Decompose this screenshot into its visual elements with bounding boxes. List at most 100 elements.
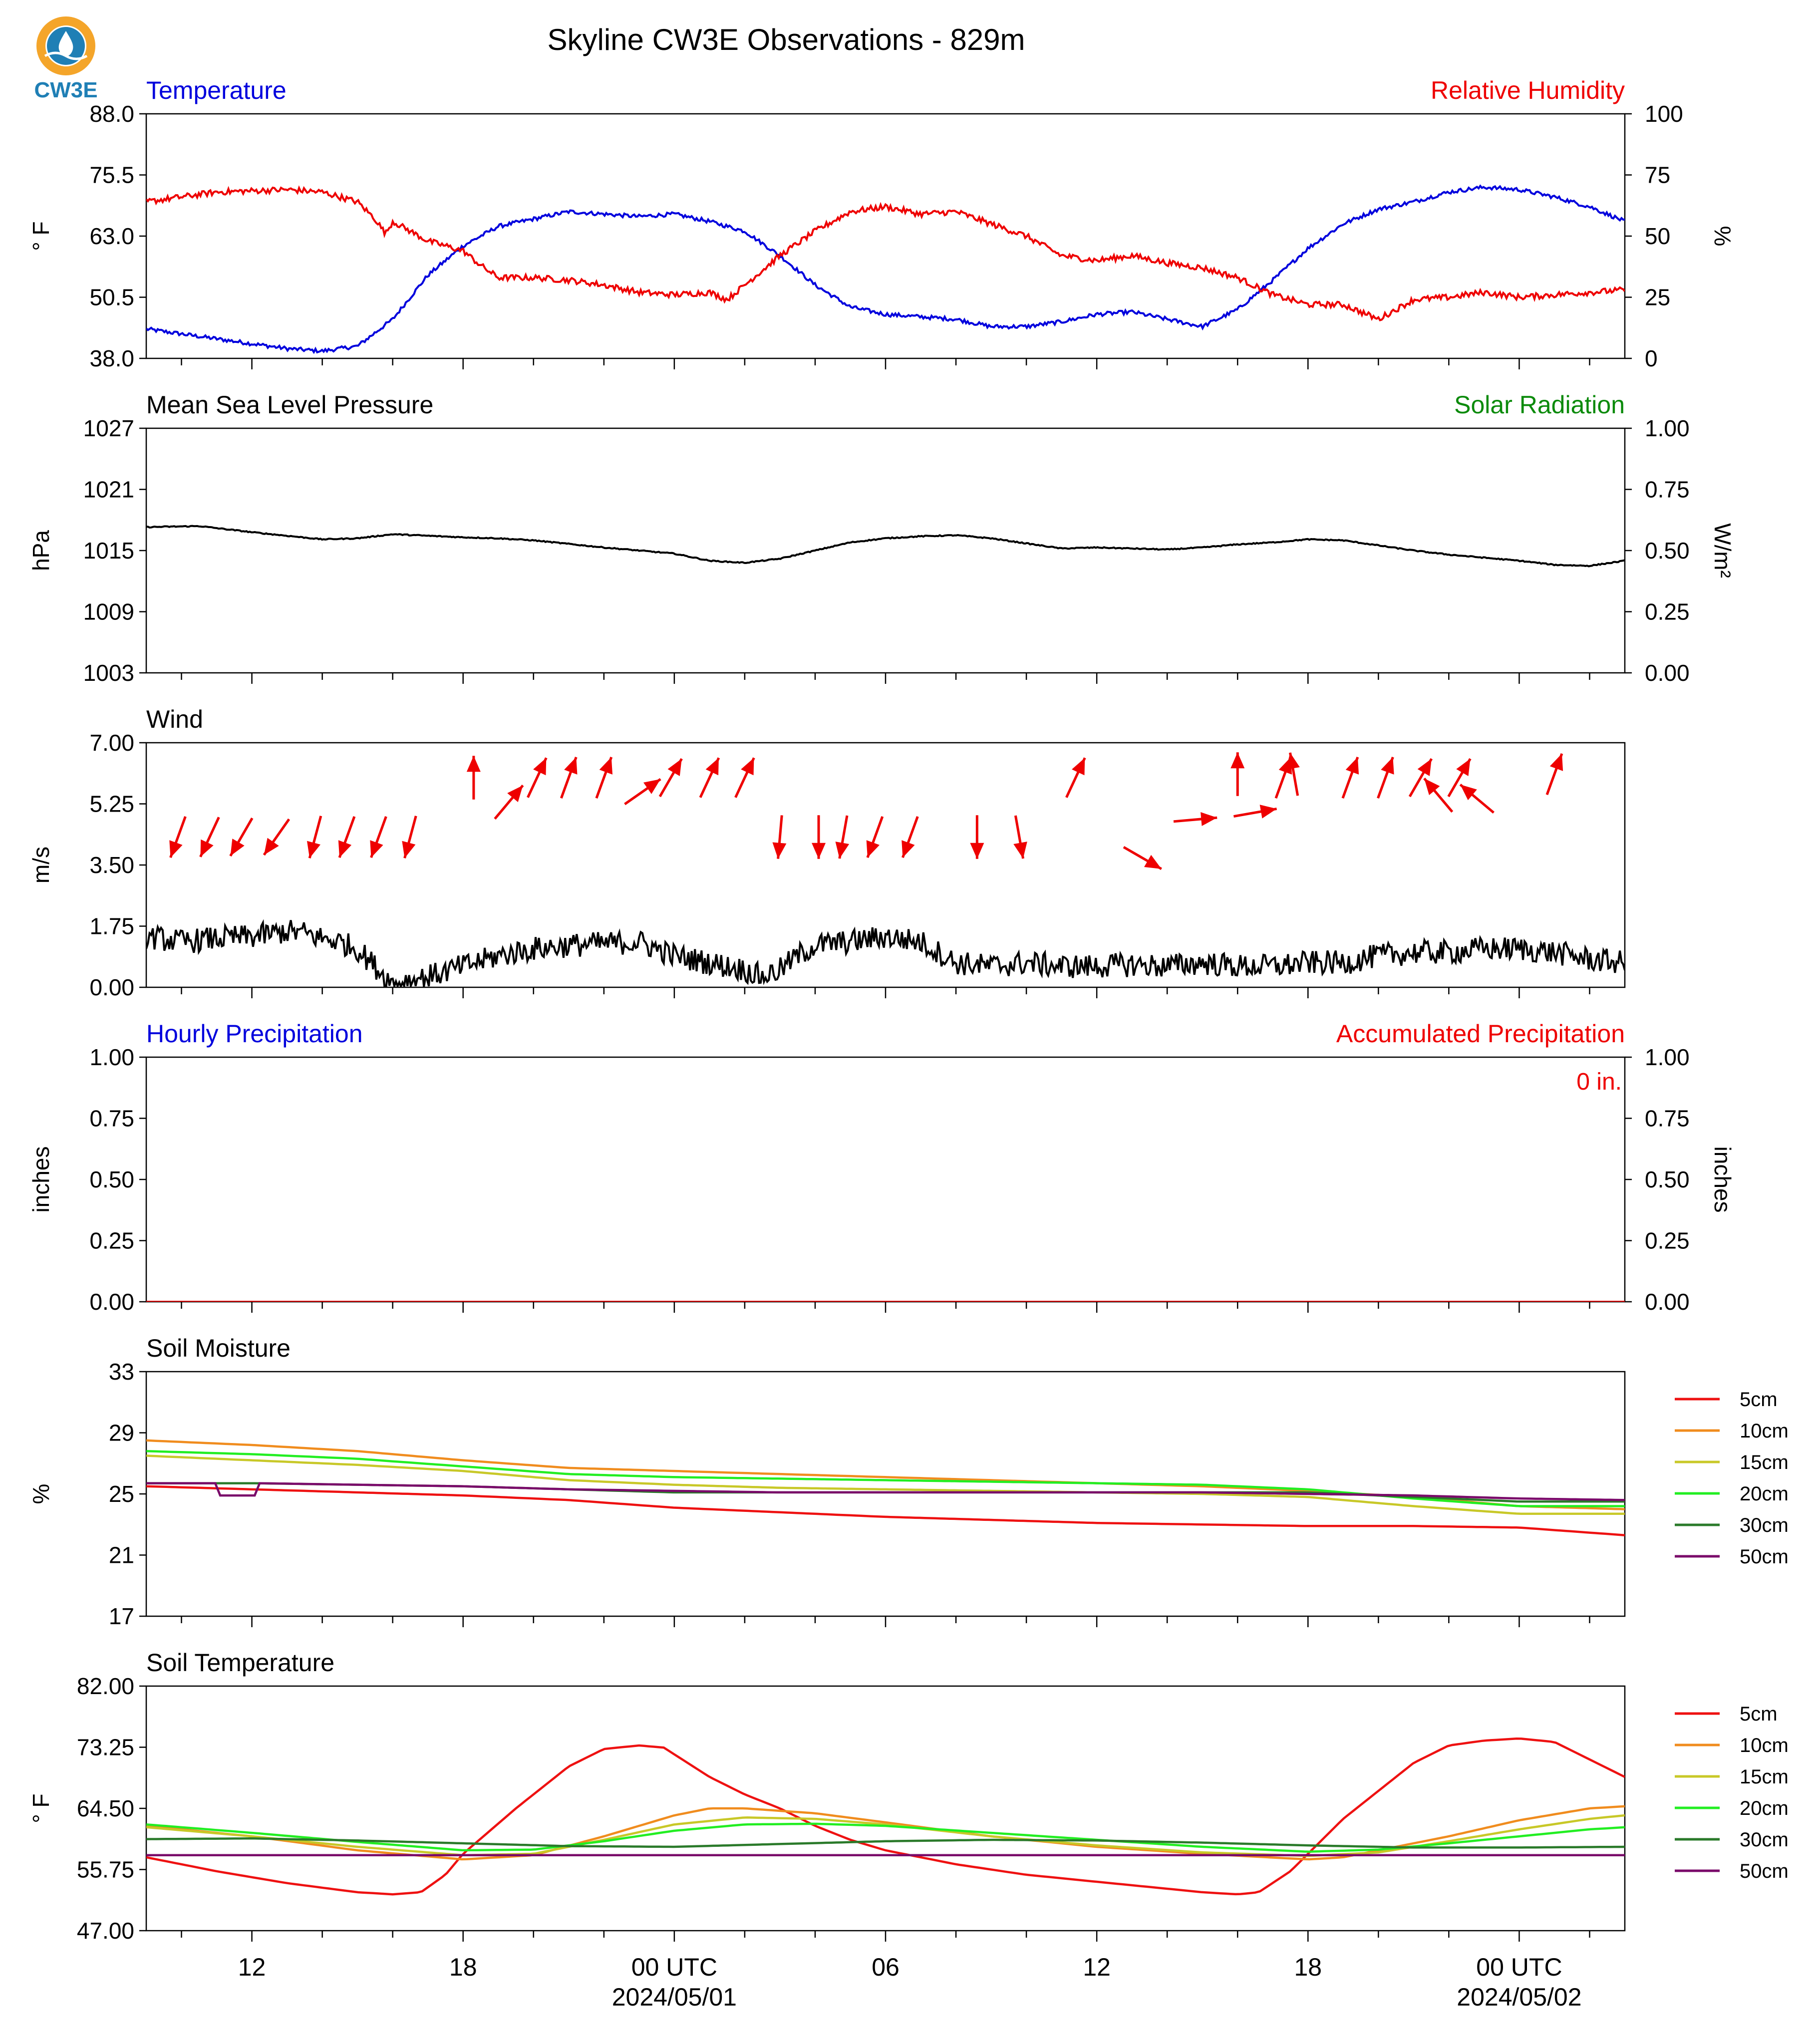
y-tick-label-right: 0.00 [1645, 660, 1690, 686]
legend-label: 15cm [1740, 1451, 1789, 1473]
panel-title-left: Soil Temperature [146, 1649, 334, 1677]
wind-arrow-head [402, 841, 416, 859]
series-line-0 [146, 919, 1625, 987]
series-line-5cm [146, 1485, 1625, 1536]
wind-arrow-head [169, 840, 183, 858]
y-tick-label-right: 1.00 [1645, 415, 1690, 441]
wind-arrow [658, 758, 683, 798]
wind-arrow-head [643, 779, 661, 794]
y-axis-label-left: hPa [28, 530, 54, 571]
y-tick-label-right: 50 [1645, 223, 1670, 249]
wind-arrow [1173, 812, 1217, 826]
series-line-0 [146, 184, 1625, 354]
x-tick-label: 06 [872, 1953, 900, 1981]
x-tick-label: 18 [449, 1953, 477, 1981]
panel-title-right: Solar Radiation [1454, 391, 1625, 419]
y-tick-label-left: 38.0 [89, 345, 134, 371]
wind-arrow-head [370, 840, 383, 858]
y-tick-label-left: 0.00 [89, 1289, 134, 1315]
wind-arrow [263, 818, 291, 856]
y-tick-label-left: 3.50 [89, 852, 134, 878]
series-line-0 [146, 525, 1625, 568]
wind-arrow-head [306, 841, 320, 859]
wind-arrow [466, 756, 481, 800]
legend: 5cm 10cm 15cm 20cm 30cm 50cm [1675, 1389, 1789, 1568]
y-tick-label-left: 50.5 [89, 285, 134, 310]
series-line-30cm [146, 1837, 1625, 1849]
y-axis-label-right: W/m² [1710, 523, 1736, 578]
wind-arrow [902, 816, 919, 858]
wind-arrow [772, 815, 787, 859]
y-tick-label-right: 0.25 [1645, 1228, 1690, 1254]
legend-label: 10cm [1740, 1420, 1789, 1442]
y-tick-label-right: 25 [1645, 285, 1670, 310]
panel-wind: 0.00 1.75 3.50 5.25 7.00 Wind m/s [28, 705, 1626, 1000]
wind-arrow [595, 757, 613, 799]
wind-arrow [560, 757, 578, 799]
wind-arrow [1230, 752, 1245, 796]
wind-arrow-head [1259, 805, 1277, 819]
wind-arrow-head [1460, 784, 1477, 801]
wind-arrow [1447, 758, 1472, 798]
y-tick-label-left: 17 [109, 1603, 134, 1629]
y-tick-label-left: 1.75 [89, 913, 134, 939]
series-line-50cm [146, 1482, 1625, 1501]
y-axis-label-right: % [1710, 226, 1736, 247]
panel-soil_temperature: 47.00 55.75 64.50 73.25 82.00 Soil Temperatur… [28, 1649, 1789, 1944]
legend-label: 50cm [1740, 1860, 1789, 1882]
y-axis-label-left: % [28, 1484, 54, 1504]
wind-arrow [812, 815, 826, 859]
wind-arrow-head [1144, 855, 1162, 869]
cw3e-logo: CW3E [34, 16, 98, 102]
plot-frame [145, 1056, 1626, 1303]
legend-label: 30cm [1740, 1829, 1789, 1851]
wind-arrow-head [564, 757, 578, 775]
wind-arrow-head [970, 843, 984, 859]
wind-arrow [835, 815, 850, 859]
wind-arrow [1065, 757, 1086, 798]
wind-arrow [306, 816, 322, 859]
series-line-1 [146, 185, 1625, 321]
y-tick-label-left: 0.75 [89, 1106, 134, 1132]
accumulated-total-label: 0 in. [1576, 1069, 1622, 1095]
wind-arrow [1341, 757, 1359, 799]
wind-arrow [1545, 753, 1563, 795]
y-tick-label-left: 0.25 [89, 1228, 134, 1254]
wind-arrow-head [1417, 759, 1432, 776]
y-axis-label-left: ° F [28, 1793, 54, 1823]
y-tick-label-left: 21 [109, 1542, 134, 1568]
wind-arrow-head [1549, 753, 1563, 771]
panel-pressure: 1003 1009 1015 1021 1027 0.00 0.25 0.50 0.75 1.00… [28, 391, 1736, 686]
legend-label: 5cm [1740, 1703, 1778, 1725]
y-axis-label-left: ° F [28, 221, 54, 251]
series-line-10cm [146, 1439, 1625, 1510]
legend-label: 20cm [1740, 1797, 1789, 1819]
wind-arrow [1013, 815, 1027, 859]
x-date-label: 2024/05/01 [612, 1983, 737, 2011]
series-line-5cm [146, 1738, 1625, 1896]
wind-arrow [866, 816, 884, 858]
legend: 5cm 10cm 15cm 20cm 30cm 50cm [1675, 1703, 1789, 1882]
y-tick-label-right: 0.50 [1645, 1166, 1690, 1192]
wind-arrow-head [1230, 752, 1245, 769]
y-tick-label-left: 63.0 [89, 223, 134, 249]
y-tick-label-right: 0.25 [1645, 599, 1690, 625]
y-tick-label-left: 1003 [83, 660, 134, 686]
y-tick-label-right: 0.00 [1645, 1289, 1690, 1315]
y-tick-label-right: 0.75 [1645, 477, 1690, 503]
wind-arrow-head [1286, 752, 1300, 770]
wind-arrow-head [230, 839, 245, 856]
y-tick-label-right: 0 [1645, 345, 1658, 371]
x-tick-label: 00 UTC [631, 1953, 717, 1981]
wind-arrow-head [507, 785, 523, 802]
plot-frame [145, 1371, 1626, 1617]
wind-arrow-head [599, 757, 612, 775]
y-tick-label-left: 1015 [83, 538, 134, 564]
plot-frame [145, 742, 1626, 988]
y-tick-label-right: 1.00 [1645, 1044, 1690, 1070]
wind-arrow [169, 816, 187, 858]
wind-arrow [1377, 757, 1394, 799]
wind-arrow [338, 816, 356, 858]
wind-arrow [1286, 752, 1300, 796]
